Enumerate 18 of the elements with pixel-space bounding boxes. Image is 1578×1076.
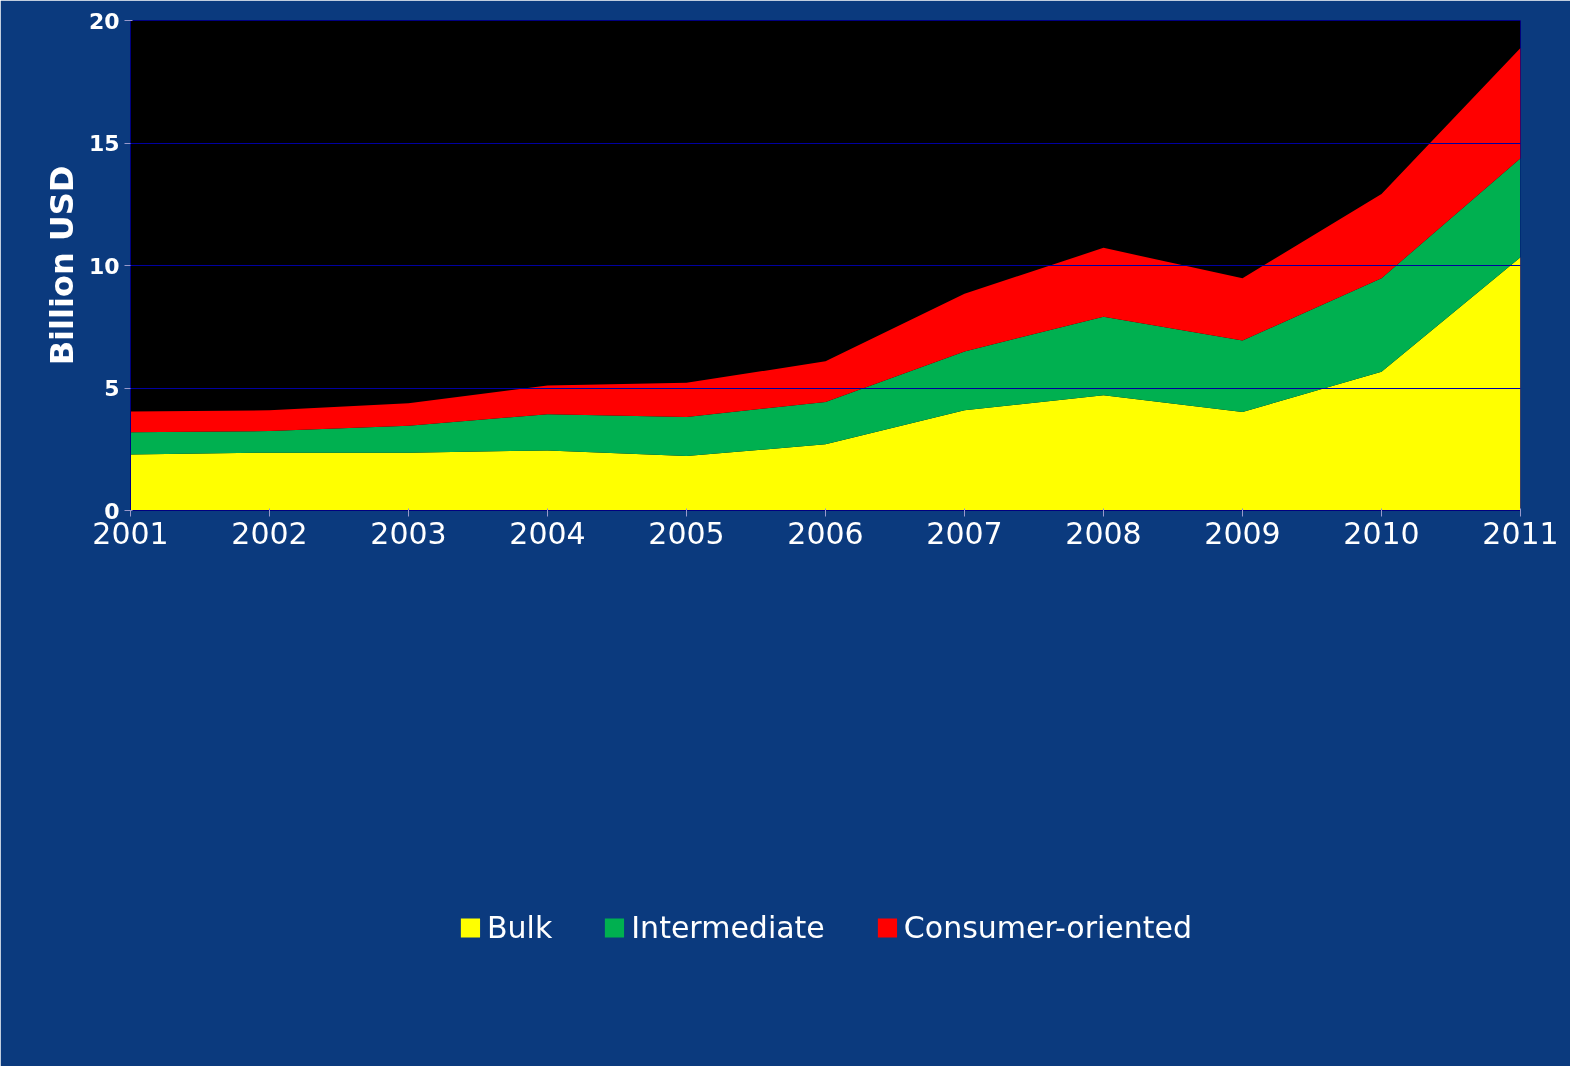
x-tick-label: 2009 (1204, 515, 1281, 551)
legend-label: Consumer-oriented (903, 909, 1193, 945)
y-tick-label: 20 (88, 8, 120, 34)
x-tick-label: 2007 (926, 515, 1003, 551)
legend-label: Intermediate (631, 909, 825, 945)
legend-label: Bulk (486, 909, 553, 945)
x-tick-label: 2010 (1343, 515, 1420, 551)
x-tick-label: 2008 (1065, 515, 1142, 551)
y-tick-label: 5 (104, 376, 120, 401)
y-tick-label: 10 (88, 253, 120, 279)
x-tick-label: 2004 (509, 515, 586, 551)
x-tick-label: 2006 (787, 515, 864, 551)
x-tick-label: 2002 (231, 515, 308, 551)
x-tick-label: 2005 (648, 515, 725, 551)
y-axis-title: Billion USD (42, 165, 81, 366)
x-tick-label: 2003 (370, 515, 447, 551)
y-tick-label: 15 (88, 131, 120, 156)
x-tick-label: 2011 (1482, 515, 1559, 551)
